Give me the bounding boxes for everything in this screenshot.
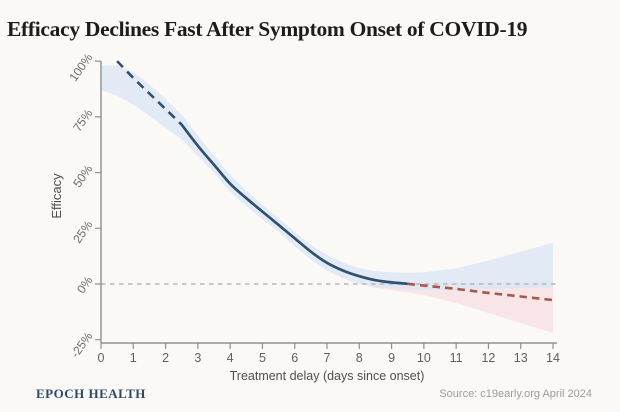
brand-logo-text: EPOCH HEALTH [36, 386, 146, 401]
x-tick-label: 9 [388, 351, 395, 365]
source-attribution: Source: c19early.org April 2024 [439, 388, 592, 400]
x-tick-label: 1 [130, 351, 137, 365]
y-tick-label: 0% [74, 273, 96, 296]
x-tick-label: 5 [259, 351, 266, 365]
x-tick-label: 2 [162, 351, 169, 365]
y-tick-label: -25% [68, 329, 96, 360]
confidence-band-pink [369, 281, 553, 333]
x-tick-label: 10 [417, 351, 431, 365]
x-tick-label: 4 [227, 351, 234, 365]
y-tick-label: 50% [70, 162, 95, 190]
y-axis-title: Efficacy [49, 173, 64, 219]
y-tick-label: 25% [70, 218, 95, 246]
x-tick-label: 12 [481, 351, 495, 365]
x-tick-label: 11 [450, 351, 463, 365]
x-tick-label: 13 [514, 351, 528, 365]
page-title: Efficacy Declines Fast After Symptom Ons… [7, 17, 528, 41]
x-axis-title: Treatment delay (days since onset) [230, 369, 425, 383]
x-tick-label: 0 [98, 351, 105, 365]
confidence-band-blue [101, 65, 553, 290]
y-tick-label: 75% [70, 106, 95, 134]
efficacy-extrapolated-early-line [116, 60, 183, 126]
efficacy-extrapolated-late-line [407, 282, 554, 302]
x-tick-label: 14 [546, 351, 560, 365]
x-tick-label: 7 [324, 351, 331, 365]
x-tick-label: 8 [356, 351, 363, 365]
efficacy-fit-line [180, 123, 408, 286]
x-tick-label: 3 [194, 351, 201, 365]
y-tick-label: 100% [66, 51, 95, 84]
x-tick-label: 6 [291, 351, 298, 365]
